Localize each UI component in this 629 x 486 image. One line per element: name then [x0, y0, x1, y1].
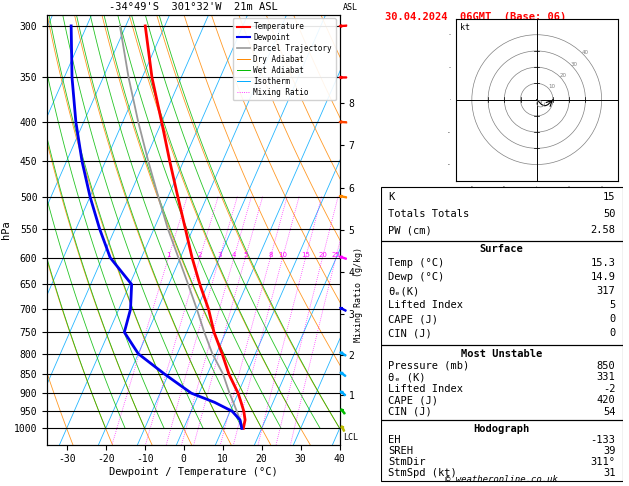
Text: km
ASL: km ASL	[343, 0, 358, 12]
Text: 317: 317	[597, 286, 615, 296]
Bar	[381, 187, 623, 241]
Text: 331: 331	[597, 372, 615, 382]
Y-axis label: hPa: hPa	[1, 220, 11, 239]
Text: © weatheronline.co.uk: © weatheronline.co.uk	[445, 474, 558, 484]
Text: -2: -2	[603, 384, 615, 394]
Text: 25: 25	[331, 252, 340, 258]
Text: 14.9: 14.9	[591, 272, 615, 282]
Text: 10: 10	[548, 84, 555, 89]
Text: 31: 31	[603, 469, 615, 478]
Text: 0: 0	[610, 328, 615, 338]
Text: 2: 2	[198, 252, 203, 258]
Text: StmDir: StmDir	[388, 457, 425, 468]
Text: LCL: LCL	[343, 433, 358, 442]
Text: Dewp (°C): Dewp (°C)	[388, 272, 444, 282]
Text: 30: 30	[571, 62, 578, 67]
Bar	[381, 420, 623, 481]
Text: CAPE (J): CAPE (J)	[388, 314, 438, 324]
Text: EH: EH	[388, 435, 400, 445]
Text: 40: 40	[582, 50, 589, 55]
Text: Surface: Surface	[480, 244, 523, 255]
Text: 54: 54	[603, 407, 615, 417]
Text: θₑ (K): θₑ (K)	[388, 372, 425, 382]
Text: 50: 50	[603, 208, 615, 219]
Text: -34°49'S  301°32'W  21m ASL: -34°49'S 301°32'W 21m ASL	[109, 2, 278, 12]
Text: Temp (°C): Temp (°C)	[388, 259, 444, 268]
Text: 20: 20	[559, 73, 567, 78]
Text: PW (cm): PW (cm)	[388, 226, 431, 235]
Text: Mixing Ratio (g/kg): Mixing Ratio (g/kg)	[354, 247, 363, 342]
Text: 4: 4	[231, 252, 236, 258]
Text: CIN (J): CIN (J)	[388, 407, 431, 417]
Legend: Temperature, Dewpoint, Parcel Trajectory, Dry Adiabat, Wet Adiabat, Isotherm, Mi: Temperature, Dewpoint, Parcel Trajectory…	[233, 18, 336, 101]
Text: Totals Totals: Totals Totals	[388, 208, 469, 219]
Text: 8: 8	[268, 252, 272, 258]
Bar	[381, 241, 623, 345]
Text: 39: 39	[603, 446, 615, 456]
Text: CIN (J): CIN (J)	[388, 328, 431, 338]
Text: 15.3: 15.3	[591, 259, 615, 268]
Text: CAPE (J): CAPE (J)	[388, 395, 438, 405]
Text: 1: 1	[166, 252, 170, 258]
Text: 20: 20	[318, 252, 327, 258]
Text: -133: -133	[591, 435, 615, 445]
Text: 5: 5	[610, 300, 615, 310]
Text: Most Unstable: Most Unstable	[461, 349, 542, 359]
Text: 0: 0	[610, 314, 615, 324]
Text: Pressure (mb): Pressure (mb)	[388, 361, 469, 370]
Text: θₑ(K): θₑ(K)	[388, 286, 419, 296]
Text: 15: 15	[301, 252, 310, 258]
Text: 3: 3	[218, 252, 222, 258]
Text: StmSpd (kt): StmSpd (kt)	[388, 469, 457, 478]
Text: SREH: SREH	[388, 446, 413, 456]
Bar	[381, 345, 623, 420]
Text: Lifted Index: Lifted Index	[388, 384, 463, 394]
Text: 10: 10	[278, 252, 287, 258]
Text: Hodograph: Hodograph	[474, 424, 530, 434]
Text: 420: 420	[597, 395, 615, 405]
Text: kt: kt	[460, 23, 470, 32]
Text: 2.58: 2.58	[591, 226, 615, 235]
Text: 30.04.2024  06GMT  (Base: 06): 30.04.2024 06GMT (Base: 06)	[386, 12, 567, 22]
Text: Lifted Index: Lifted Index	[388, 300, 463, 310]
Text: 850: 850	[597, 361, 615, 370]
Text: 15: 15	[603, 192, 615, 202]
X-axis label: Dewpoint / Temperature (°C): Dewpoint / Temperature (°C)	[109, 467, 278, 477]
Text: 311°: 311°	[591, 457, 615, 468]
Text: K: K	[388, 192, 394, 202]
Text: 5: 5	[243, 252, 248, 258]
